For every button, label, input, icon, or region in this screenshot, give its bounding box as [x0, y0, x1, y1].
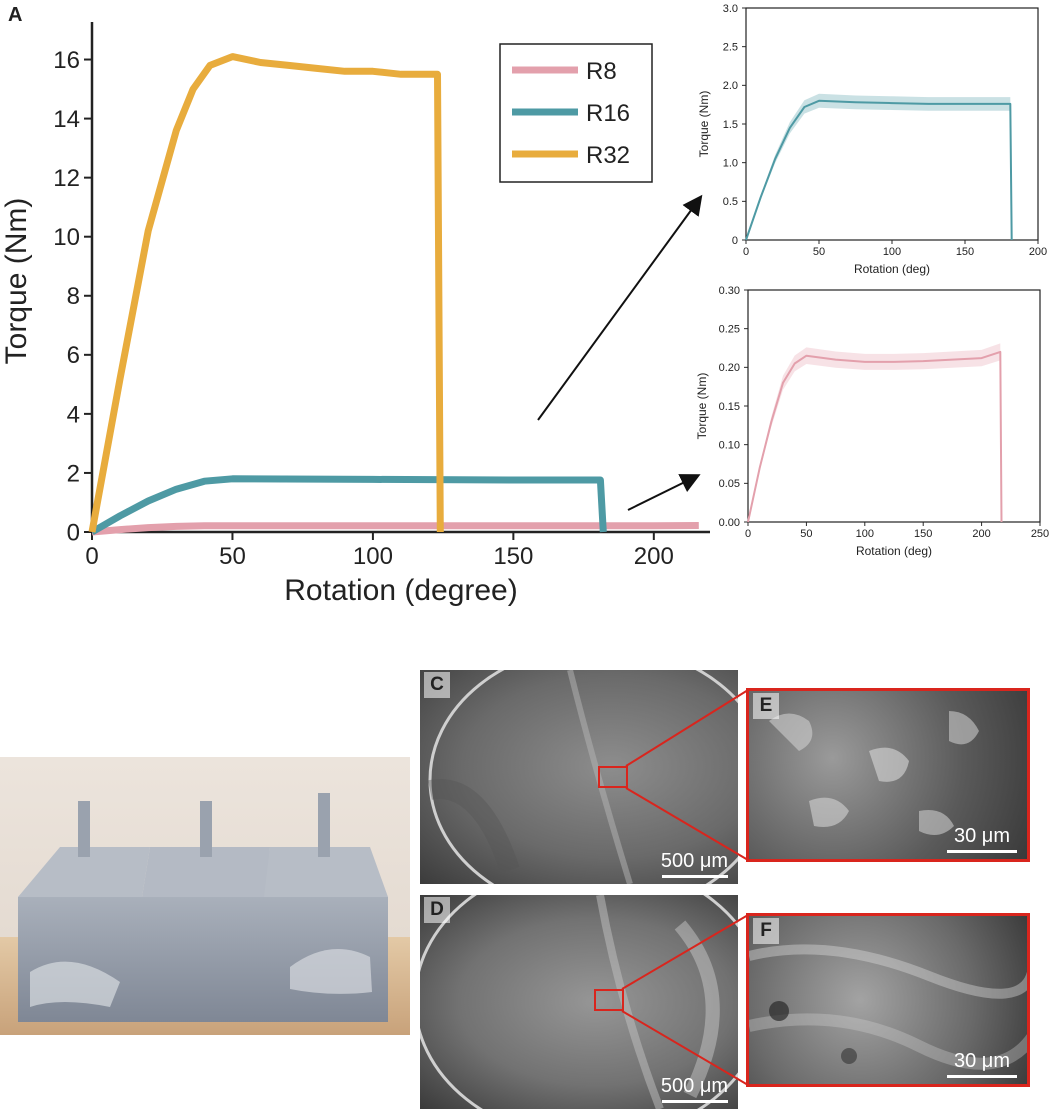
legend-label: R32 — [586, 142, 630, 169]
chart-axes: 0 50 100 150 200 250 0.00 0.05 0.10 0.15 0.20 0.25 0… — [695, 285, 1049, 558]
series-line-R16 — [90, 475, 607, 536]
scalebar-d: 500 μm — [661, 1075, 728, 1103]
x-axis-label: Rotation (degree) — [284, 574, 517, 607]
scalebar-e-label: 30 μm — [954, 825, 1010, 847]
x-tick-label: 150 — [493, 543, 533, 570]
zoom-box-d — [594, 989, 624, 1011]
y-axis-label: Torque (Nm) — [0, 198, 33, 365]
inset-chart-r16: 0 50 100 150 200 0 0.5 1.0 1.5 2.0 2.5 3.0 Rotation … — [697, 3, 1047, 276]
chart-legend: R8 R16 R32 — [499, 43, 653, 183]
scalebar-d-label: 500 μm — [660, 1075, 728, 1097]
scalebar-f-label: 30 μm — [954, 1050, 1010, 1072]
y-tick-label: 10 — [53, 224, 80, 251]
y-tick-label: 1.0 — [723, 158, 738, 170]
y-tick-label: 0.15 — [719, 401, 740, 413]
scalebar-f: 30 μm — [947, 1050, 1017, 1078]
y-tick-label: 3.0 — [723, 3, 738, 15]
sem-zoom-e: E 30 μm — [746, 688, 1030, 862]
x-tick-label: 0 — [743, 246, 749, 258]
specimen-pin-3 — [318, 793, 330, 857]
main-torque-chart: 0 50 100 150 200 0 2 4 6 8 10 12 14 16 Rotation (degre… — [0, 22, 710, 607]
y-tick-label: 12 — [53, 165, 80, 192]
chart-axes: 0 50 100 150 200 0 0.5 1.0 1.5 2.0 2.5 3.0 Rotation … — [697, 3, 1047, 276]
y-tick-label: 4 — [67, 401, 80, 428]
panel-label-e: E — [753, 693, 779, 719]
series-error-band — [748, 343, 1002, 522]
y-tick-label: 0 — [732, 235, 738, 247]
arrow-to-r16-inset — [537, 194, 703, 421]
panel-label-f: F — [753, 918, 779, 944]
y-tick-label: 0.25 — [719, 324, 740, 336]
scalebar-c-label: 500 μm — [660, 850, 728, 872]
x-tick-label: 100 — [353, 543, 393, 570]
x-tick-label: 150 — [914, 528, 932, 540]
x-tick-label: 0 — [85, 543, 98, 570]
specimen-block-2 — [142, 897, 266, 1022]
y-tick-label: 0.10 — [719, 440, 740, 452]
y-tick-label: 1.5 — [723, 119, 738, 131]
y-tick-label: 0.05 — [719, 478, 740, 490]
y-axis-label: Torque (Nm) — [697, 91, 711, 158]
scalebar-e: 30 μm — [947, 825, 1017, 853]
inset-chart-r8: 0 50 100 150 200 250 0.00 0.05 0.10 0.15 0.20 0.25 0… — [695, 285, 1049, 558]
y-tick-label: 16 — [53, 47, 80, 74]
specimen-pin-2 — [200, 801, 212, 857]
sem-overview-c: C 500 μm — [420, 670, 738, 884]
x-tick-label: 200 — [972, 528, 990, 540]
specimen-pin-1 — [78, 801, 90, 857]
series-error-band — [746, 93, 1012, 240]
y-tick-label: 2.5 — [723, 42, 738, 54]
y-axis-label: Torque (Nm) — [695, 373, 709, 440]
x-tick-label: 50 — [813, 246, 825, 258]
x-tick-label: 0 — [745, 528, 751, 540]
callout-arrows — [537, 194, 703, 511]
series-line-R8 — [91, 522, 699, 536]
y-tick-label: 0.00 — [719, 517, 740, 529]
arrow-to-r8-inset — [627, 474, 701, 511]
specimen-illustration — [0, 757, 410, 1035]
x-tick-label: 200 — [634, 543, 674, 570]
sem-overview-d: D 500 μm — [420, 895, 738, 1109]
chart-axes: 0 50 100 150 200 0 2 4 6 8 10 12 14 16 Rotation (degre… — [0, 22, 710, 607]
sem-zoom-f: F 30 μm — [746, 913, 1030, 1087]
y-tick-label: 0.30 — [719, 285, 740, 297]
y-tick-label: 6 — [67, 342, 80, 369]
x-tick-label: 100 — [883, 246, 901, 258]
x-axis-label: Rotation (deg) — [854, 262, 930, 276]
y-tick-label: 8 — [67, 283, 80, 310]
x-tick-label: 100 — [856, 528, 874, 540]
zoom-box-c — [598, 766, 628, 788]
y-tick-label: 0 — [67, 519, 80, 546]
x-axis-label: Rotation (deg) — [856, 544, 932, 558]
x-tick-label: 250 — [1031, 528, 1049, 540]
x-tick-label: 200 — [1029, 246, 1047, 258]
y-tick-label: 2.0 — [723, 80, 738, 92]
y-tick-label: 14 — [53, 106, 80, 133]
panel-label-a: A — [8, 4, 23, 26]
series-line-0 — [747, 350, 1003, 523]
y-tick-label: 0.5 — [723, 196, 738, 208]
series-line-R32 — [88, 53, 444, 533]
series-line-0 — [745, 99, 1013, 241]
panel-label-c: C — [424, 672, 450, 698]
x-tick-label: 150 — [956, 246, 974, 258]
legend-label: R16 — [586, 100, 630, 127]
x-tick-label: 50 — [219, 543, 246, 570]
legend-label: R8 — [586, 58, 617, 85]
specimen-photo — [0, 757, 410, 1035]
y-tick-label: 0.20 — [719, 362, 740, 374]
panel-label-d: D — [424, 897, 450, 923]
y-tick-label: 2 — [67, 460, 80, 487]
scalebar-c: 500 μm — [661, 850, 728, 878]
x-tick-label: 50 — [800, 528, 812, 540]
